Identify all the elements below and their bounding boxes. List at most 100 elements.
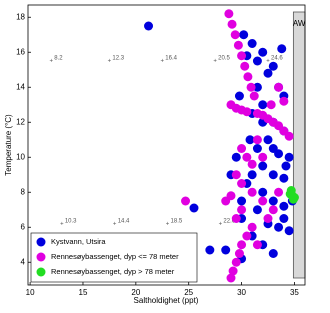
legend-label: Kystvann, Utsira xyxy=(51,237,106,246)
point xyxy=(277,44,287,54)
point xyxy=(233,40,243,50)
contour-marker: + xyxy=(266,59,270,65)
point xyxy=(231,152,241,162)
legend-swatch xyxy=(36,252,46,262)
legend-label: Rennesøybassenget, dyp > 78 meter xyxy=(51,267,175,276)
point xyxy=(245,135,255,145)
point xyxy=(230,30,240,40)
point xyxy=(224,9,234,19)
point xyxy=(227,19,237,29)
point xyxy=(284,226,294,236)
contour-marker: + xyxy=(113,221,117,227)
point xyxy=(268,196,278,206)
point xyxy=(237,240,247,250)
y-tick-label: 16 xyxy=(16,47,25,56)
y-tick-label: 18 xyxy=(16,12,25,21)
y-tick-label: 8 xyxy=(21,187,26,196)
point xyxy=(266,100,276,110)
point xyxy=(228,266,238,276)
point xyxy=(279,214,289,223)
point xyxy=(205,245,215,255)
contour-marker: + xyxy=(161,59,165,65)
point xyxy=(234,249,244,258)
point xyxy=(258,161,268,171)
point xyxy=(237,51,247,61)
x-tick-label: 15 xyxy=(79,288,88,297)
point xyxy=(274,222,284,232)
point xyxy=(274,82,284,92)
point xyxy=(221,245,231,255)
point xyxy=(252,82,262,92)
point xyxy=(252,135,262,145)
point xyxy=(268,205,278,215)
y-tick-label: 4 xyxy=(21,257,26,266)
legend-swatch xyxy=(36,267,46,277)
x-axis-label: Saltholdighet (ppt) xyxy=(134,296,199,305)
contour-label: 22.6 xyxy=(223,218,235,224)
point xyxy=(258,100,268,110)
point xyxy=(144,21,154,31)
point xyxy=(252,144,262,153)
contour-marker: + xyxy=(166,221,170,227)
point xyxy=(258,152,268,162)
contour-label: 24.6 xyxy=(271,56,283,62)
water-mass-label: AW xyxy=(293,19,306,28)
contour-label: 12.3 xyxy=(112,56,124,62)
point xyxy=(181,196,191,206)
contour-marker: + xyxy=(108,59,112,65)
point xyxy=(237,205,247,215)
point xyxy=(231,170,241,180)
point xyxy=(268,249,278,258)
point xyxy=(258,196,268,206)
water-mass-box xyxy=(292,11,306,279)
point xyxy=(242,152,252,162)
point xyxy=(231,257,241,267)
x-tick-label: 10 xyxy=(26,288,35,297)
point xyxy=(247,170,257,180)
point xyxy=(247,222,257,232)
point xyxy=(247,187,257,197)
point xyxy=(289,193,299,202)
y-tick-label: 12 xyxy=(16,117,25,126)
point xyxy=(234,91,244,101)
x-tick-label: 30 xyxy=(237,288,246,297)
point xyxy=(231,214,241,223)
point xyxy=(246,82,256,92)
point xyxy=(237,196,247,206)
contour-label: 18.5 xyxy=(171,218,183,224)
point xyxy=(284,131,294,141)
point xyxy=(240,61,250,71)
point xyxy=(263,214,273,223)
point xyxy=(226,273,236,283)
point xyxy=(247,159,257,169)
point xyxy=(263,68,273,78)
point xyxy=(237,144,247,153)
x-tick-label: 20 xyxy=(131,288,140,297)
point xyxy=(279,96,289,106)
contour-label: 8.2 xyxy=(54,56,63,62)
contour-marker: + xyxy=(50,59,54,65)
point xyxy=(249,91,259,101)
contour-label: 10.3 xyxy=(65,218,77,224)
point xyxy=(279,201,289,211)
point xyxy=(243,72,253,82)
point xyxy=(189,203,199,213)
point xyxy=(239,30,249,40)
point xyxy=(252,205,262,215)
point xyxy=(242,231,252,241)
point xyxy=(252,56,262,66)
legend-box xyxy=(30,232,198,283)
contour-marker: + xyxy=(60,221,64,227)
contour-marker: + xyxy=(213,59,217,65)
contour-label: 20.5 xyxy=(218,56,230,62)
point xyxy=(252,240,262,250)
y-tick-label: 6 xyxy=(21,222,26,231)
point xyxy=(274,187,284,197)
legend-label: Rennesøybassenget, dyp <= 78 meter xyxy=(51,252,179,261)
point xyxy=(242,107,252,117)
y-axis-label: Temperature (°C) xyxy=(4,114,13,176)
contour-marker: + xyxy=(219,221,223,227)
y-tick-label: 14 xyxy=(16,82,25,91)
point xyxy=(258,187,268,197)
